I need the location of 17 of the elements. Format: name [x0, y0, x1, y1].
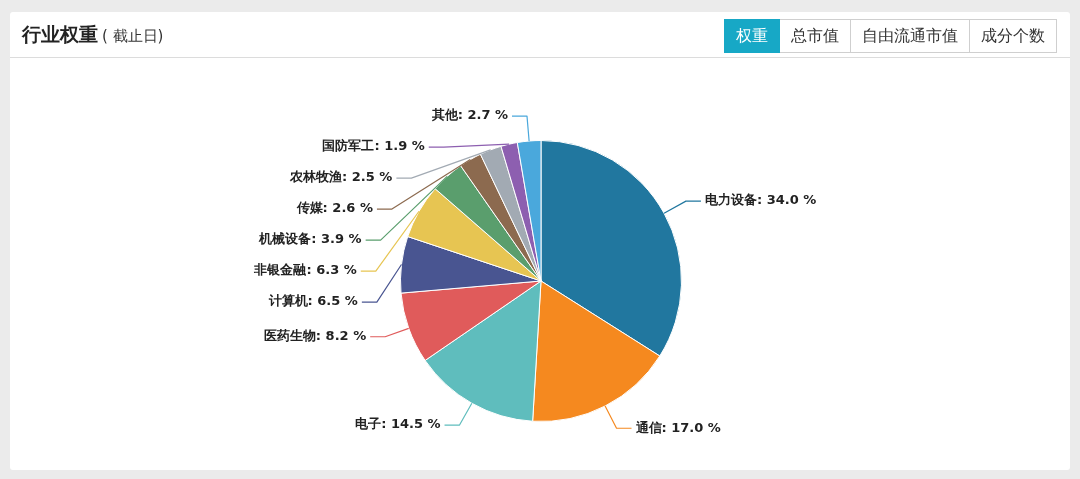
slice-label: 国防军工: 1.9 %	[322, 138, 425, 154]
slice-label: 农林牧渔: 2.5 %	[289, 169, 393, 185]
tab: 自由流通市值	[851, 19, 970, 53]
slice-label: 非银金融: 6.3 %	[253, 262, 357, 278]
tab: 权重	[724, 19, 780, 53]
slice-label: 通信: 17.0 %	[634, 419, 721, 435]
text: ( 截止日)	[102, 27, 164, 45]
tab: 成分个数	[970, 19, 1057, 53]
slice-label: 计算机: 6.5 %	[267, 293, 358, 309]
text: 行业权重	[22, 23, 98, 45]
slice-label: 传媒: 2.6 %	[295, 200, 373, 216]
slice-label: 电子: 14.5 %	[355, 416, 441, 432]
slice-label: 电力设备: 34.0 %	[704, 192, 817, 208]
tab: 总市值	[780, 19, 851, 53]
slice-label: 机械设备: 3.9 %	[258, 231, 362, 247]
slice-label: 其他: 2.7 %	[430, 107, 508, 123]
slice-label: 医药生物: 8.2 %	[263, 328, 367, 344]
